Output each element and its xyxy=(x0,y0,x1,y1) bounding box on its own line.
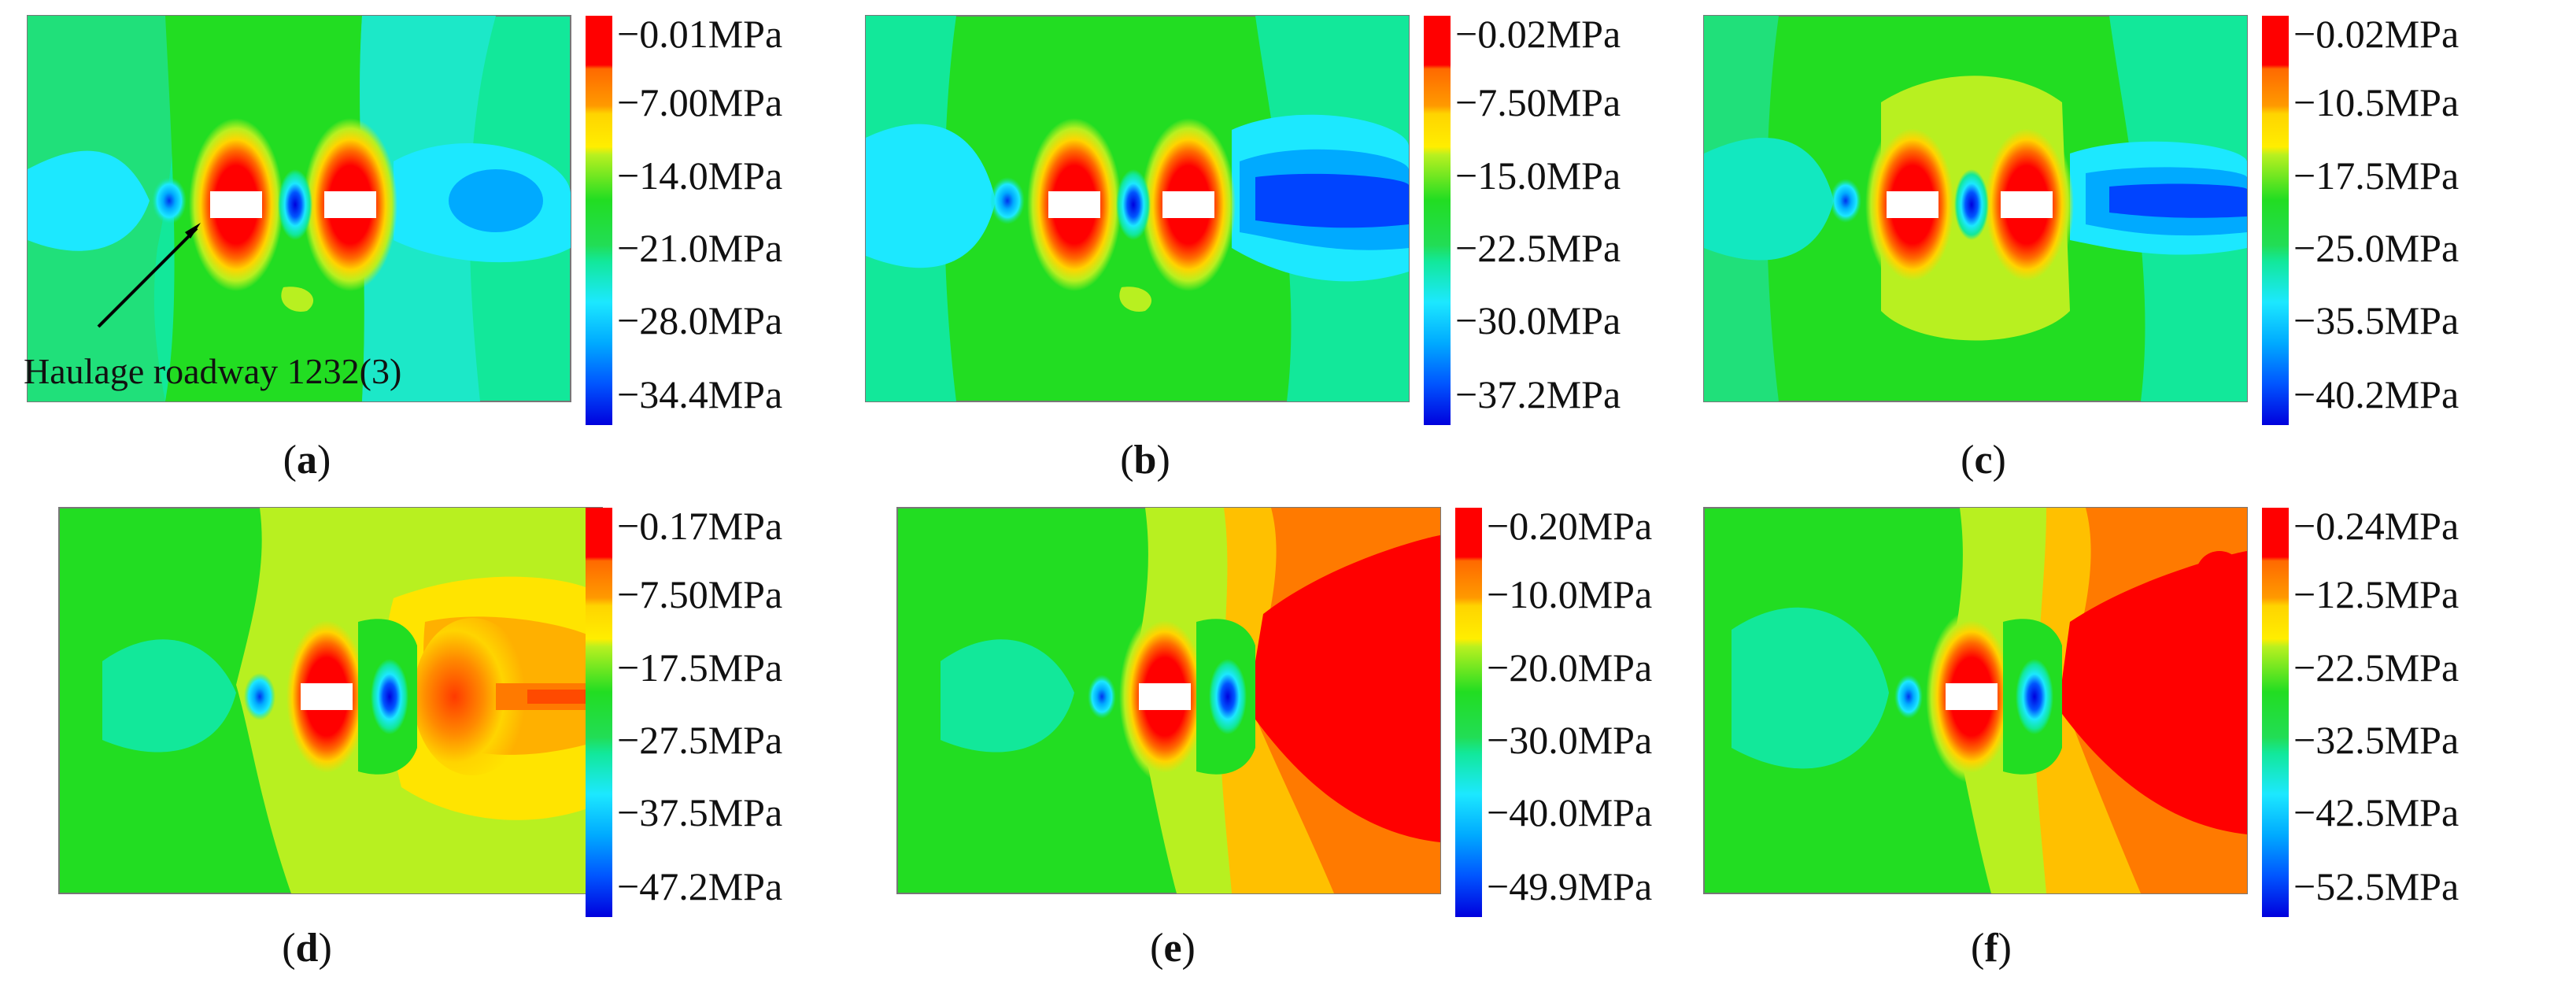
scale-label: −7.50MPa xyxy=(1455,80,1621,124)
scale-label: −35.5MPa xyxy=(2293,298,2460,342)
contour-plot-a xyxy=(27,15,571,402)
contour-plot-d xyxy=(58,507,603,894)
roadway-annotation: Haulage roadway 1232(3) xyxy=(24,351,402,391)
scale-label: −40.0MPa xyxy=(1487,790,1653,834)
scale-label: −0.17MPa xyxy=(617,504,783,548)
contour-plot-e xyxy=(896,507,1441,894)
scale-label: −10.5MPa xyxy=(2293,80,2460,124)
scale-label: −0.24MPa xyxy=(2293,504,2460,548)
scale-label: −21.0MPa xyxy=(617,226,783,270)
contour-plot-c xyxy=(1703,15,2248,402)
panel-d: −0.17MPa −7.50MPa −17.5MPa −27.5MPa −37.… xyxy=(55,504,881,992)
scale-label: −0.20MPa xyxy=(1487,504,1653,548)
scale-label: −12.5MPa xyxy=(2293,572,2460,616)
scale-label: −0.02MPa xyxy=(1455,12,1621,56)
scale-label: −32.5MPa xyxy=(2293,718,2460,762)
contour-plot-b xyxy=(865,15,1410,402)
caption-d: (d) xyxy=(282,926,332,971)
scale-label: −27.5MPa xyxy=(617,718,783,762)
scale-label: −40.2MPa xyxy=(2293,372,2460,416)
scale-label: −28.0MPa xyxy=(617,298,783,342)
scale-label: −25.0MPa xyxy=(2293,226,2460,270)
panel-a: −0.01MPa −7.00MPa −14.0MPa −21.0MPa −28.… xyxy=(24,12,850,500)
scale-label: −22.5MPa xyxy=(1455,226,1621,270)
panel-f: −0.24MPa −12.5MPa −22.5MPa −32.5MPa −42.… xyxy=(1700,504,2526,992)
scale-label: −49.9MPa xyxy=(1487,864,1653,908)
scale-label: −0.01MPa xyxy=(617,12,783,56)
caption-f: (f) xyxy=(1971,926,2012,971)
scale-label: −7.50MPa xyxy=(617,572,783,616)
contour-plot-f xyxy=(1703,507,2248,894)
panel-b: −0.02MPa −7.50MPa −15.0MPa −22.5MPa −30.… xyxy=(862,12,1688,500)
caption-c: (c) xyxy=(1961,438,2006,483)
scale-label: −17.5MPa xyxy=(2293,153,2460,198)
scale-label: −52.5MPa xyxy=(2293,864,2460,908)
panel-c: −0.02MPa −10.5MPa −17.5MPa −25.0MPa −35.… xyxy=(1700,12,2526,500)
caption-e: (e) xyxy=(1150,926,1196,971)
scale-label: −37.5MPa xyxy=(617,790,783,834)
scale-label: −47.2MPa xyxy=(617,864,783,908)
scale-label: −42.5MPa xyxy=(2293,790,2460,834)
scale-label: −30.0MPa xyxy=(1455,298,1621,342)
scale-label: −22.5MPa xyxy=(2293,645,2460,690)
scale-label: −7.00MPa xyxy=(617,80,783,124)
scale-label: −15.0MPa xyxy=(1455,153,1621,198)
panel-e: −0.20MPa −10.0MPa −20.0MPa −30.0MPa −40.… xyxy=(893,504,1720,992)
scale-label: −17.5MPa xyxy=(617,645,783,690)
scale-label: −37.2MPa xyxy=(1455,372,1621,416)
scale-label: −20.0MPa xyxy=(1487,645,1653,690)
scale-label: −30.0MPa xyxy=(1487,718,1653,762)
scale-label: −0.02MPa xyxy=(2293,12,2460,56)
scale-label: −34.4MPa xyxy=(617,372,783,416)
scale-label: −10.0MPa xyxy=(1487,572,1653,616)
caption-b: (b) xyxy=(1120,438,1170,483)
caption-a: (a) xyxy=(283,438,331,483)
scale-label: −14.0MPa xyxy=(617,153,783,198)
